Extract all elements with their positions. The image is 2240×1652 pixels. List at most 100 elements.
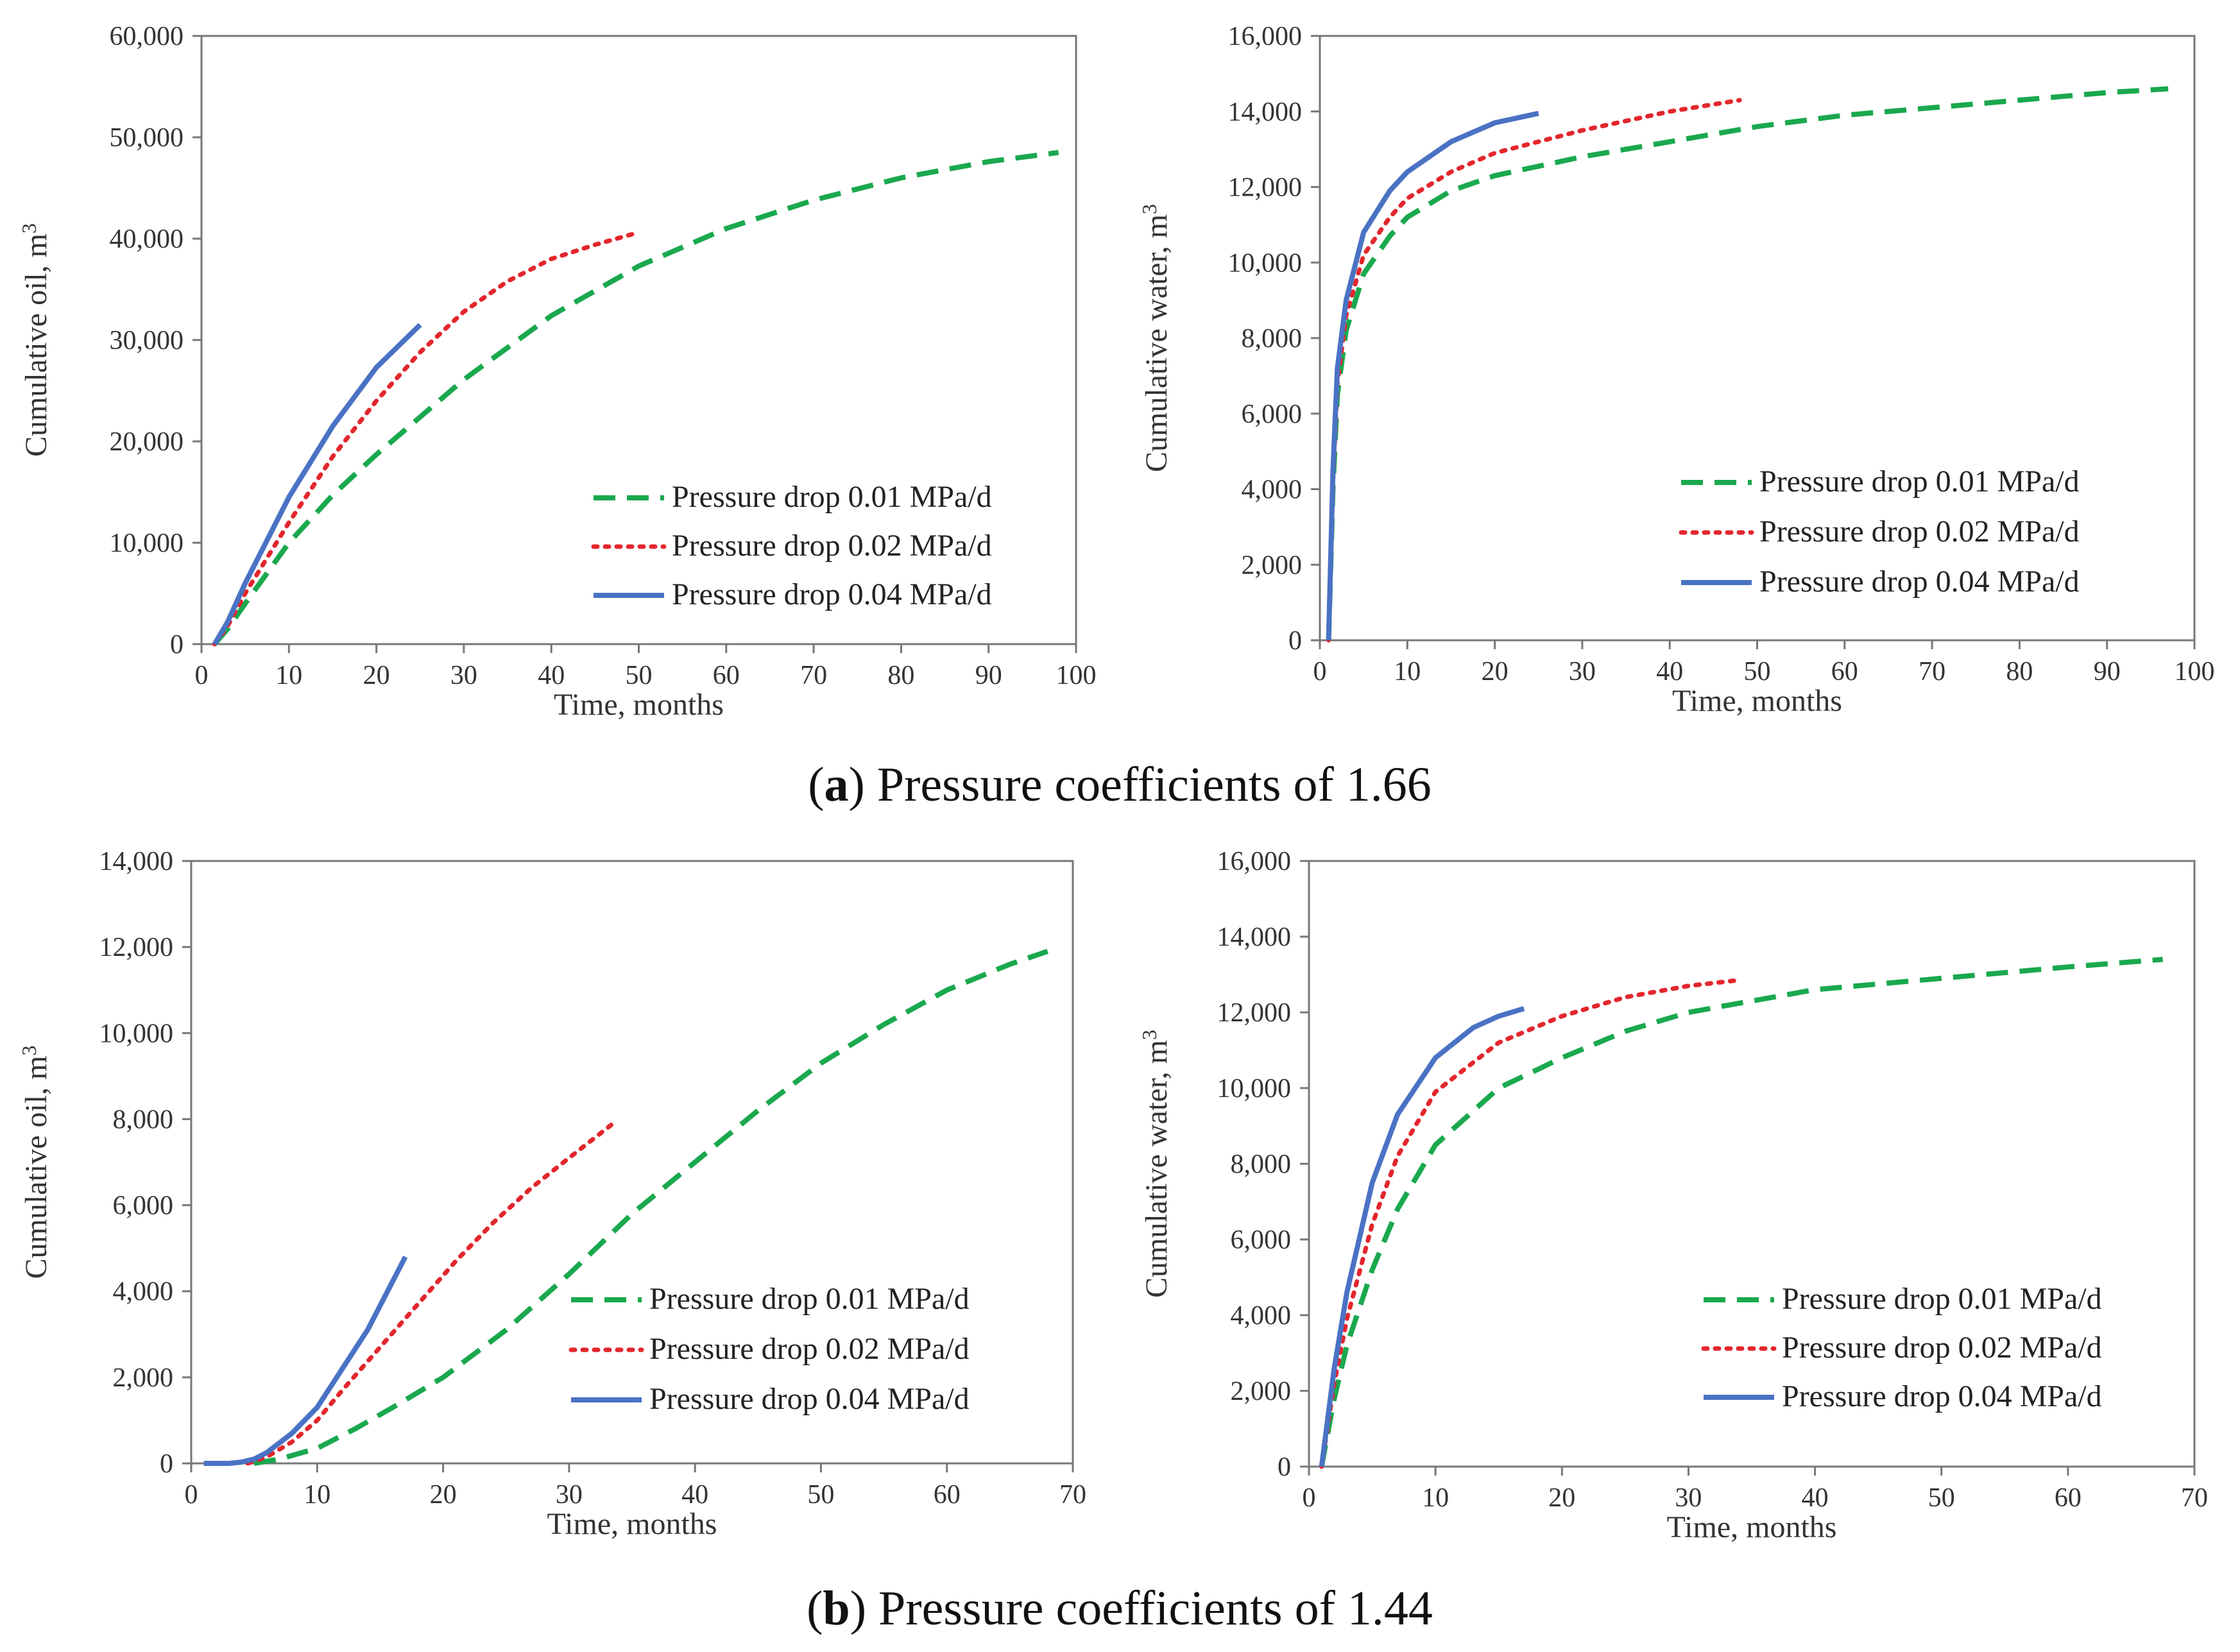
x-tick-label: 100 (2175, 657, 2215, 686)
y-tick-label: 4,000 (1242, 475, 1303, 505)
x-axis-label: Time, months (547, 1507, 717, 1541)
series-line (212, 149, 1059, 646)
y-tick-label: 50,000 (110, 123, 184, 153)
y-tick-label: 10,000 (1217, 1074, 1292, 1103)
x-tick-label: 20 (1548, 1483, 1575, 1513)
x-tick-label: 10 (1422, 1483, 1449, 1513)
series-line (245, 1121, 616, 1466)
y-tick-label: 8,000 (113, 1105, 174, 1134)
x-tick-label: 10 (275, 661, 302, 690)
y-tick-label: 6,000 (1231, 1225, 1292, 1255)
x-tick-label: 50 (807, 1480, 834, 1510)
y-tick-label: 4,000 (113, 1277, 174, 1307)
y-tick-label: 20,000 (110, 427, 184, 457)
y-tick-label: 8,000 (1242, 324, 1303, 353)
x-axis-label: Time, months (554, 688, 724, 722)
x-axis-label: Time, months (1672, 684, 1842, 718)
x-tick-label: 0 (195, 661, 209, 690)
legend-label: Pressure drop 0.04 MPa/d (1759, 565, 2080, 599)
y-tick-label: 8,000 (1231, 1150, 1292, 1179)
legend-label: Pressure drop 0.01 MPa/d (672, 480, 992, 514)
x-tick-label: 20 (363, 661, 390, 690)
x-tick-label: 60 (2055, 1483, 2082, 1513)
x-tick-label: 20 (430, 1480, 457, 1510)
y-tick-label: 10,000 (99, 1019, 174, 1048)
y-tick-label: 2,000 (1242, 550, 1303, 580)
x-tick-label: 60 (934, 1480, 961, 1510)
chart-a-water: 0 10 20 30 40 50 60 70 80 90 100 0 2,000 4,000 6,000 8,… (1138, 22, 2215, 718)
y-tick-label: 12,000 (1217, 998, 1292, 1028)
series-line (253, 949, 1048, 1466)
y-axis-label: Cumulative oil, m3 (17, 1046, 53, 1279)
series-line (1319, 957, 2164, 1467)
x-tick-label: 40 (1802, 1483, 1829, 1513)
x-tick-label: 0 (185, 1480, 198, 1510)
y-tick-label: 10,000 (1228, 248, 1303, 278)
x-tick-label: 80 (2006, 657, 2033, 686)
legend-label: Pressure drop 0.04 MPa/d (672, 577, 992, 611)
legend-label: Pressure drop 0.04 MPa/d (649, 1382, 970, 1416)
x-tick-label: 50 (626, 661, 653, 690)
x-tick-label: 90 (975, 661, 1002, 690)
y-tick-label: 40,000 (110, 225, 184, 254)
y-tick-label: 14,000 (1228, 98, 1303, 127)
y-tick-label: 10,000 (110, 529, 184, 558)
y-tick-label: 16,000 (1217, 847, 1292, 876)
y-tick-label: 16,000 (1228, 22, 1303, 51)
chart-b-oil: 0 10 20 30 40 50 60 70 0 2,000 4,000 6,000 8,000 10,0… (17, 847, 1086, 1541)
y-tick-label: 12,000 (99, 933, 174, 962)
x-tick-label: 100 (1056, 661, 1097, 690)
legend-label: Pressure drop 0.02 MPa/d (649, 1332, 970, 1366)
x-tick-label: 40 (538, 661, 565, 690)
y-axis-label: Cumulative water, m3 (1138, 1030, 1174, 1298)
caption-b: (b) Pressure coefficients of 1.44 (807, 1581, 1433, 1635)
y-tick-label: 6,000 (113, 1191, 174, 1221)
plot-frame (1308, 860, 2196, 1468)
legend-label: Pressure drop 0.01 MPa/d (1782, 1282, 2102, 1316)
chart-b-water: 0 10 20 30 40 50 60 70 0 2,000 4,000 6,000 8,000 10,0… (1138, 847, 2208, 1544)
y-tick-label: 14,000 (1217, 923, 1292, 952)
x-tick-label: 60 (713, 661, 740, 690)
series-line (1326, 86, 2169, 641)
x-tick-label: 50 (1744, 657, 1771, 686)
x-tick-label: 20 (1482, 657, 1509, 686)
plot-frame (190, 860, 1074, 1465)
x-tick-label: 80 (887, 661, 914, 690)
x-tick-label: 0 (1313, 657, 1327, 686)
x-tick-label: 70 (1919, 657, 1945, 686)
series-line (212, 231, 637, 647)
x-tick-label: 40 (1656, 657, 1683, 686)
y-tick-label: 60,000 (110, 22, 184, 51)
series-line (1319, 978, 1741, 1469)
legend-label: Pressure drop 0.02 MPa/d (1782, 1331, 2102, 1365)
x-tick-label: 0 (1303, 1483, 1316, 1513)
y-tick-label: 0 (1278, 1452, 1291, 1482)
x-tick-label: 70 (1059, 1480, 1086, 1510)
x-tick-label: 30 (1675, 1483, 1702, 1513)
chart-a-oil: 0 10 20 30 40 50 60 70 80 90 100 0 10,000 20,000 30,00… (17, 22, 1097, 722)
y-tick-label: 0 (160, 1449, 173, 1479)
x-tick-label: 10 (1394, 657, 1421, 686)
legend-label: Pressure drop 0.01 MPa/d (1759, 464, 2080, 498)
y-tick-label: 30,000 (110, 326, 184, 355)
legend-label: Pressure drop 0.02 MPa/d (672, 529, 992, 563)
x-tick-label: 10 (304, 1480, 330, 1510)
legend-label: Pressure drop 0.02 MPa/d (1759, 515, 2080, 549)
series-line (1319, 1006, 1525, 1467)
series-line (212, 323, 422, 646)
y-tick-label: 14,000 (99, 847, 174, 876)
y-tick-label: 0 (170, 630, 184, 660)
y-tick-label: 0 (1288, 626, 1302, 656)
x-tick-label: 40 (681, 1480, 708, 1510)
x-tick-label: 60 (1831, 657, 1858, 686)
x-tick-label: 30 (556, 1480, 583, 1510)
x-tick-label: 70 (2181, 1483, 2208, 1513)
series-line (1326, 110, 1539, 641)
x-tick-label: 30 (1569, 657, 1596, 686)
x-tick-label: 50 (1928, 1483, 1955, 1513)
x-tick-label: 70 (800, 661, 827, 690)
y-axis-label: Cumulative water, m3 (1138, 204, 1174, 472)
legend-label: Pressure drop 0.04 MPa/d (1782, 1379, 2102, 1413)
x-tick-label: 90 (2094, 657, 2121, 686)
